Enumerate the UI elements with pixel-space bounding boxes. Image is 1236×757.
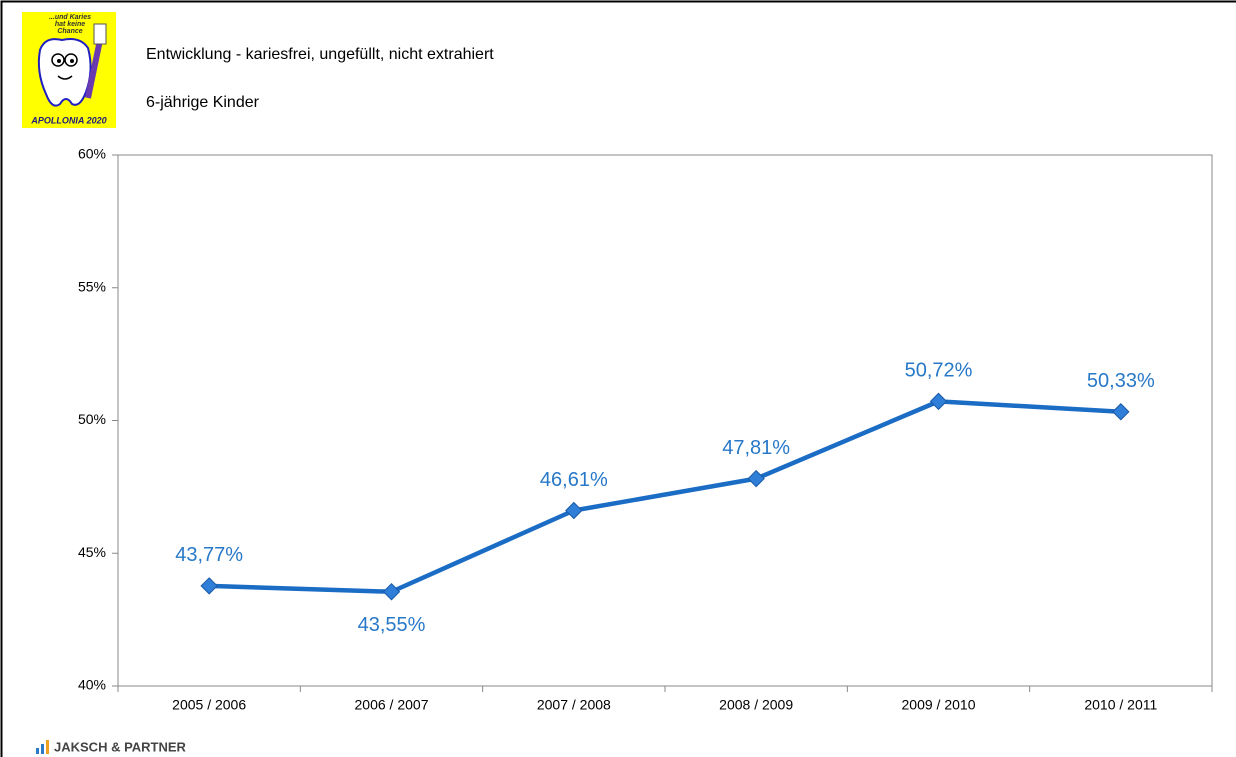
y-tick-label: 55% xyxy=(78,278,106,294)
y-tick-label: 45% xyxy=(78,544,106,560)
footer-icon-bar xyxy=(41,744,44,754)
y-tick-label: 60% xyxy=(78,146,106,162)
footer: JAKSCH & PARTNER xyxy=(36,739,187,754)
data-label: 50,33% xyxy=(1087,370,1155,392)
logo-mouth xyxy=(57,75,73,80)
logo-name: APOLLONIA 2020 xyxy=(30,115,106,125)
x-tick-label: 2006 / 2007 xyxy=(355,697,429,713)
data-point xyxy=(200,577,218,595)
data-point xyxy=(382,583,401,601)
x-tick-label: 2010 / 2011 xyxy=(1084,697,1157,713)
x-tick-label: 2008 / 2009 xyxy=(719,697,793,713)
data-point xyxy=(747,469,765,488)
x-tick-label: 2007 / 2008 xyxy=(537,697,611,713)
logo: ...und Karies hat keine Chance APOLLONIA… xyxy=(22,12,116,128)
logo-brush xyxy=(85,39,103,99)
data-label: 43,55% xyxy=(358,614,426,636)
data-label: 47,81% xyxy=(722,437,790,459)
logo-slogan: Chance xyxy=(57,28,82,35)
logo-pupil xyxy=(70,59,74,63)
data-label: 50,72% xyxy=(905,360,973,382)
y-tick-label: 40% xyxy=(78,677,106,693)
chart-subtitle: 6-jährige Kinder xyxy=(146,94,260,111)
data-point xyxy=(1112,403,1130,421)
data-label: 46,61% xyxy=(540,469,608,491)
logo-pupil xyxy=(57,59,61,63)
x-tick-label: 2009 / 2010 xyxy=(902,697,976,713)
footer-icon-bar xyxy=(46,740,49,754)
y-tick-label: 50% xyxy=(78,411,106,427)
logo-brush-head xyxy=(93,23,107,45)
x-tick-label: 2005 / 2006 xyxy=(172,697,246,713)
chart-title: Entwicklung - kariesfrei, ungefüllt, nic… xyxy=(146,46,494,63)
data-point xyxy=(565,501,583,520)
data-point xyxy=(929,392,948,411)
logo-slogan: hat keine xyxy=(55,21,85,28)
data-label: 43,77% xyxy=(175,544,243,566)
logo-tooth xyxy=(37,38,92,107)
footer-brand: JAKSCH & PARTNER xyxy=(54,739,187,754)
data-line xyxy=(209,399,1121,594)
logo-slogan: ...und Karies xyxy=(49,14,91,21)
footer-icon-bar xyxy=(36,748,39,754)
